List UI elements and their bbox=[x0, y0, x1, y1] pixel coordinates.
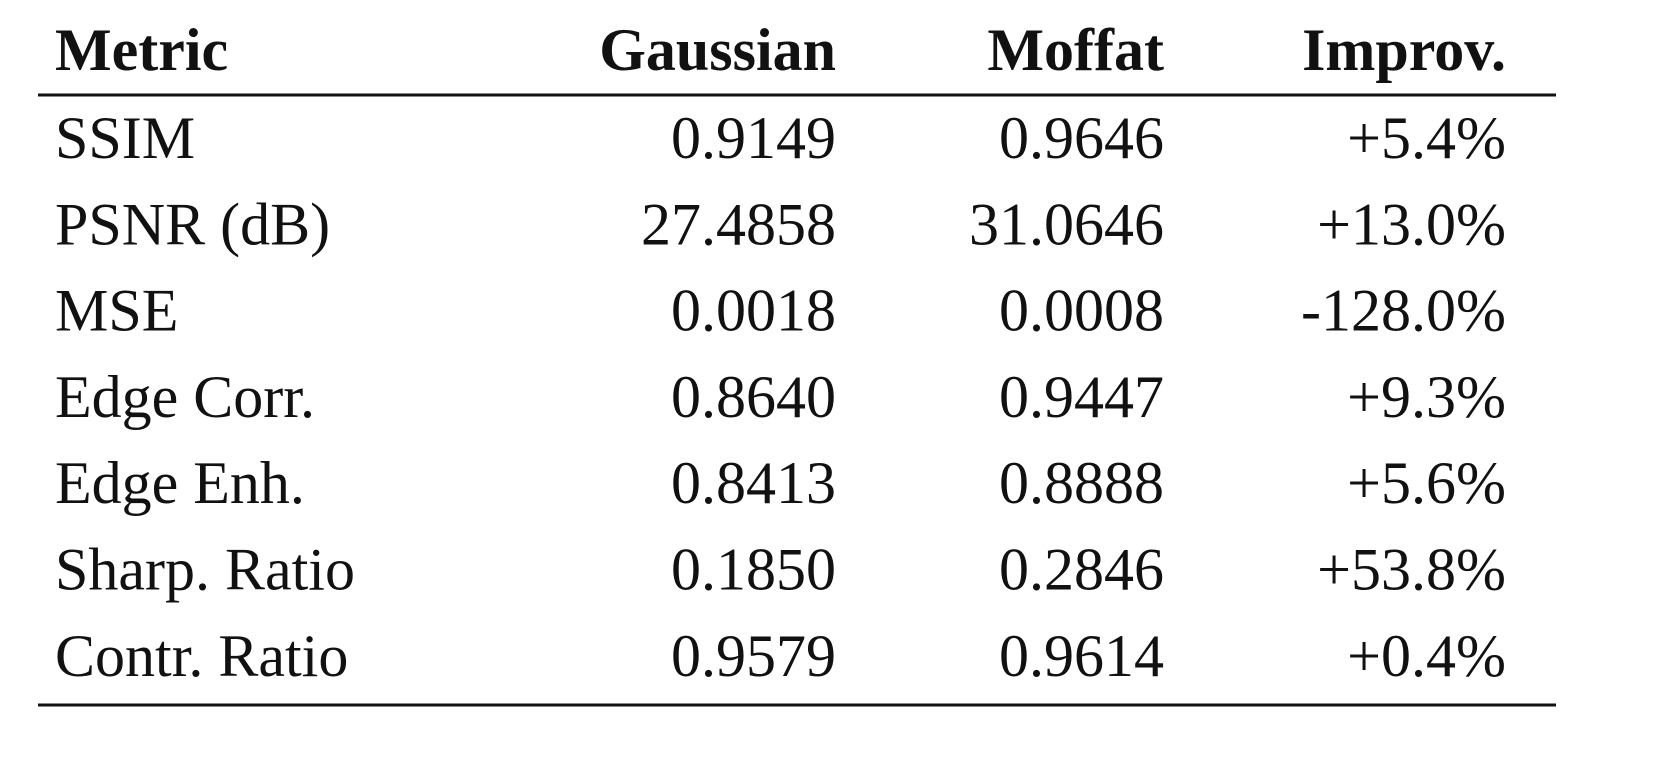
header-cell: Metric bbox=[55, 17, 228, 83]
cell: +53.8% bbox=[1317, 537, 1506, 603]
cell: +0.4% bbox=[1347, 623, 1506, 689]
cell: 0.8888 bbox=[999, 450, 1164, 516]
cell: 0.9614 bbox=[999, 623, 1164, 689]
cell: +5.4% bbox=[1347, 105, 1506, 171]
row-label: MSE bbox=[55, 278, 178, 344]
cell: 0.9149 bbox=[671, 105, 836, 171]
row-label: Contr. Ratio bbox=[55, 623, 348, 689]
cell: 0.0008 bbox=[999, 278, 1164, 344]
cell: 0.9447 bbox=[999, 364, 1164, 430]
row-label: PSNR (dB) bbox=[55, 191, 330, 257]
cell: 27.4858 bbox=[641, 191, 836, 257]
header-cell: Improv. bbox=[1302, 17, 1506, 83]
cell: 0.1850 bbox=[671, 537, 836, 603]
cell: +5.6% bbox=[1347, 450, 1506, 516]
cell: 0.2846 bbox=[999, 537, 1164, 603]
cell: +9.3% bbox=[1347, 364, 1506, 430]
row-label: SSIM bbox=[55, 105, 195, 171]
row-label: Edge Enh. bbox=[55, 450, 305, 516]
header-cell: Gaussian bbox=[599, 17, 836, 83]
cell: +13.0% bbox=[1317, 191, 1506, 257]
cell: 0.8640 bbox=[671, 364, 836, 430]
row-label: Edge Corr. bbox=[55, 364, 315, 430]
header-cell: Moffat bbox=[987, 17, 1164, 83]
cell: 31.0646 bbox=[969, 191, 1164, 257]
cell: 0.9579 bbox=[671, 623, 836, 689]
cell: 0.8413 bbox=[671, 450, 836, 516]
cell: -128.0% bbox=[1301, 278, 1506, 344]
cell: 0.0018 bbox=[671, 278, 836, 344]
row-label: Sharp. Ratio bbox=[55, 537, 355, 603]
cell: 0.9646 bbox=[999, 105, 1164, 171]
